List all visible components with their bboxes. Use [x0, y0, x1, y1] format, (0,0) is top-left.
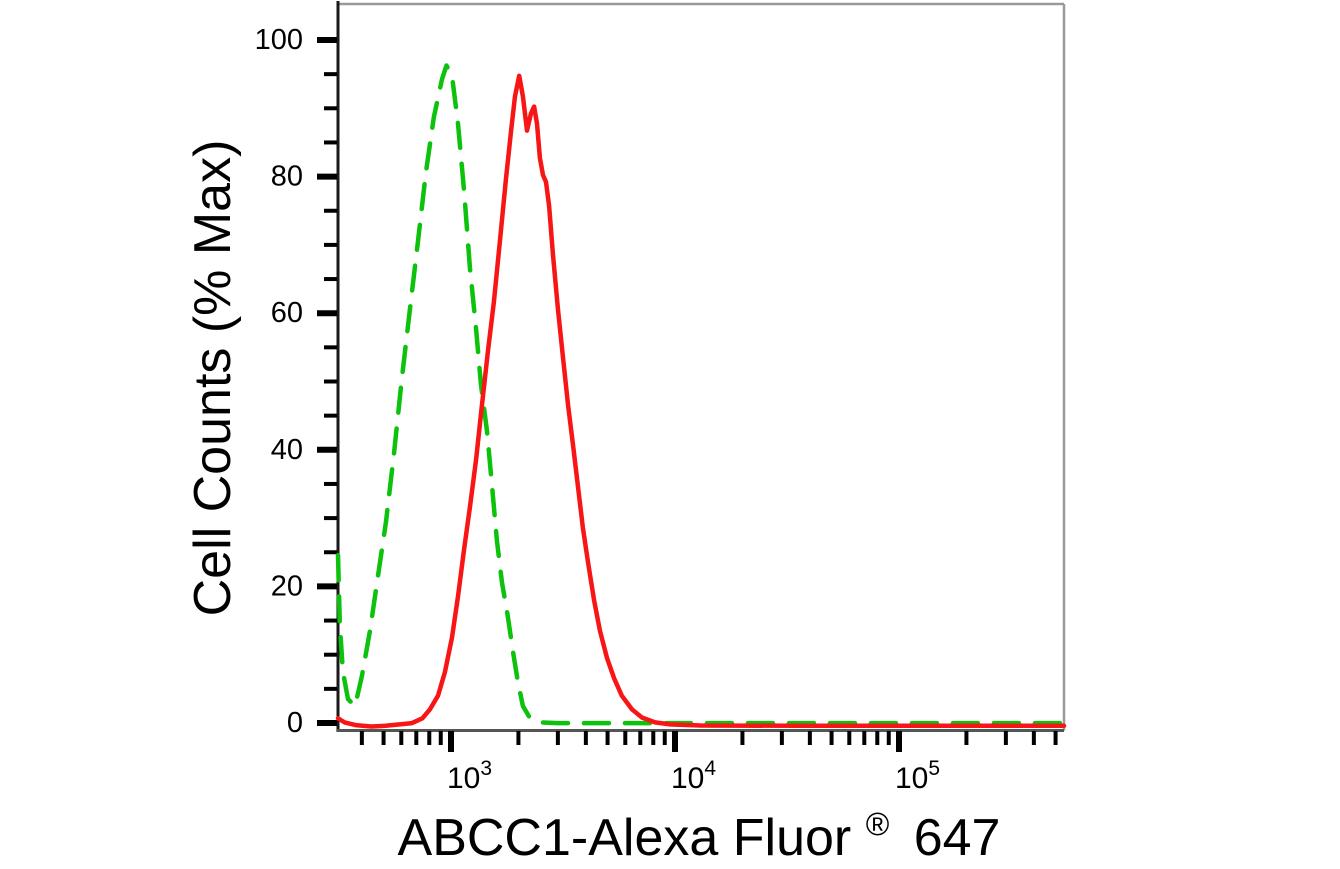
y-tick-label: 0 [287, 707, 303, 739]
x-tick-label: 104 [671, 757, 716, 795]
x-axis-title-suffix: 647 [914, 809, 1001, 867]
y-tick-label: 60 [271, 297, 303, 329]
red-solid-curve [335, 73, 1067, 729]
y-tick-label: 20 [271, 570, 303, 602]
x-tick-label-base: 10 [895, 762, 928, 795]
y-tick-label: 40 [271, 434, 303, 466]
x-tick-label-base: 10 [671, 762, 704, 795]
registered-trademark-icon: ® [866, 806, 890, 842]
x-axis-title: ABCC1-Alexa Fluor ® 647 [398, 789, 1001, 867]
x-axis-title-main: ABCC1-Alexa Fluor [398, 809, 852, 867]
x-tick-label-base: 10 [447, 762, 480, 795]
y-axis-title: Cell Counts (% Max) [184, 140, 242, 617]
x-tick-label: 105 [895, 757, 940, 795]
y-tick-label: 100 [255, 24, 303, 56]
x-tick-label-exponent: 5 [928, 757, 940, 780]
x-tick-label-exponent: 3 [480, 757, 492, 780]
y-tick-label: 80 [271, 161, 303, 193]
green-dashed-curve [335, 63, 1067, 726]
x-tick-label-exponent: 4 [704, 757, 716, 780]
x-tick-label: 103 [447, 757, 492, 795]
